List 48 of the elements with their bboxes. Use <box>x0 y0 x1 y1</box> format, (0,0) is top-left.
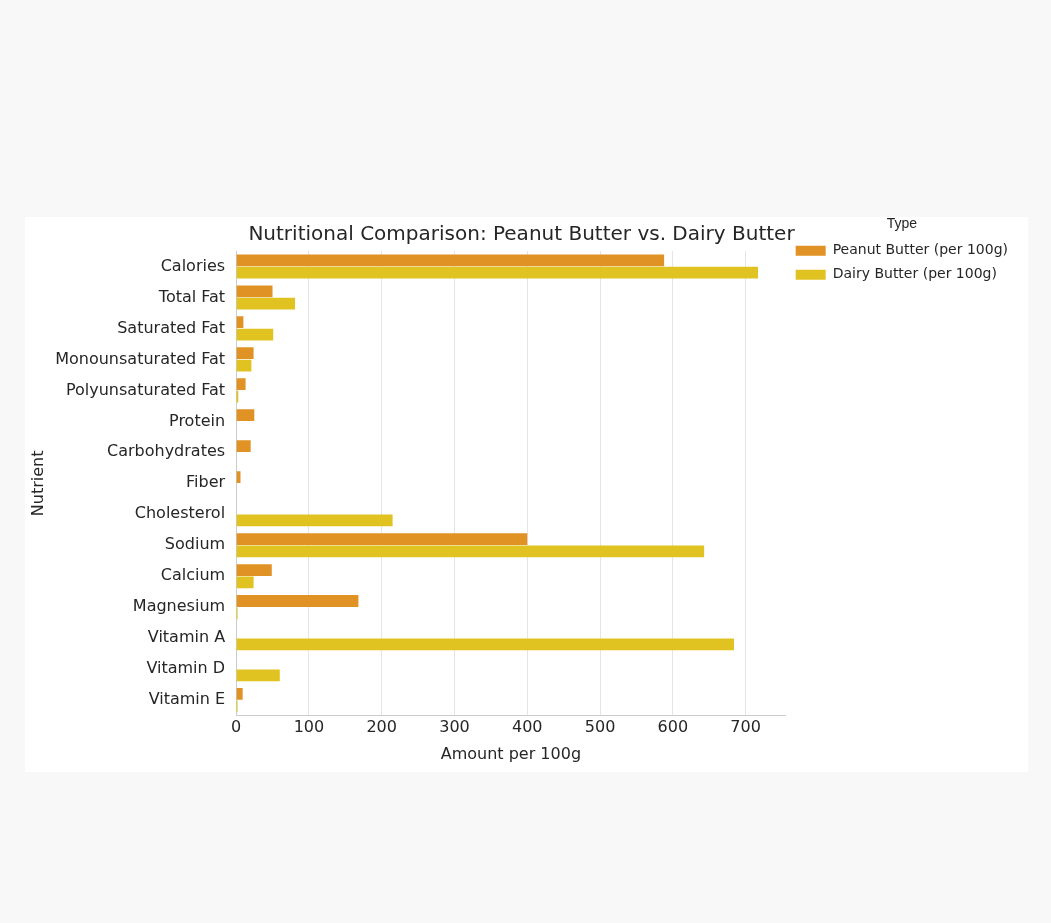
bar <box>236 440 251 453</box>
x-tick-label: 600 <box>657 717 689 737</box>
bar <box>236 254 665 267</box>
bar <box>236 533 528 545</box>
y-tick-label: Total Fat <box>157 286 226 306</box>
bar <box>236 316 244 329</box>
y-tick-label: Calories <box>160 255 226 275</box>
y-tick-label: Calcium <box>160 565 226 585</box>
chart-title: Nutritional Comparison: Peanut Butter vs. Dairy Butter <box>248 221 796 246</box>
legend-label: Peanut Butter (per 100g) <box>832 241 1009 258</box>
bar <box>236 328 274 341</box>
y-tick-label: Polyunsaturated Fat <box>65 379 226 399</box>
bar <box>236 347 254 360</box>
x-tick-label: 300 <box>439 717 470 737</box>
bar <box>236 669 280 682</box>
y-tick-label: Fiber <box>186 472 226 492</box>
bar <box>236 688 243 700</box>
legend-title: Type <box>886 214 918 231</box>
bar <box>236 285 273 298</box>
x-tick-label: 400 <box>511 717 543 737</box>
bar <box>236 514 393 527</box>
x-tick-label: 500 <box>584 717 616 737</box>
bar <box>236 638 734 651</box>
y-tick-label: Vitamin A <box>147 627 226 647</box>
x-tick-label: 200 <box>366 717 397 737</box>
bar <box>236 564 272 576</box>
bar <box>236 545 705 558</box>
bar <box>236 378 246 391</box>
x-tick-label: 0 <box>231 717 242 737</box>
y-tick-label: Magnesium <box>132 596 226 616</box>
y-tick-label: Sodium <box>164 534 226 554</box>
y-tick-label: Vitamin D <box>146 658 226 678</box>
bar <box>236 409 255 422</box>
y-axis-title: Nutrient <box>27 450 47 517</box>
y-tick-label: Cholesterol <box>134 503 226 523</box>
bar <box>236 266 759 279</box>
x-axis-title: Amount per 100g <box>440 743 582 763</box>
y-tick-label: Monounsaturated Fat <box>55 348 226 368</box>
y-tick-label: Carbohydrates <box>107 441 226 461</box>
legend-label: Dairy Butter (per 100g) <box>832 265 997 282</box>
bar <box>236 297 296 310</box>
x-tick-label: 700 <box>730 717 761 737</box>
y-tick-label: Saturated Fat <box>117 317 226 337</box>
bar <box>236 595 359 607</box>
x-tick-label: 100 <box>293 717 325 737</box>
y-tick-label: Protein <box>169 410 226 430</box>
y-tick-label: Vitamin E <box>148 689 226 709</box>
bar <box>236 576 254 589</box>
